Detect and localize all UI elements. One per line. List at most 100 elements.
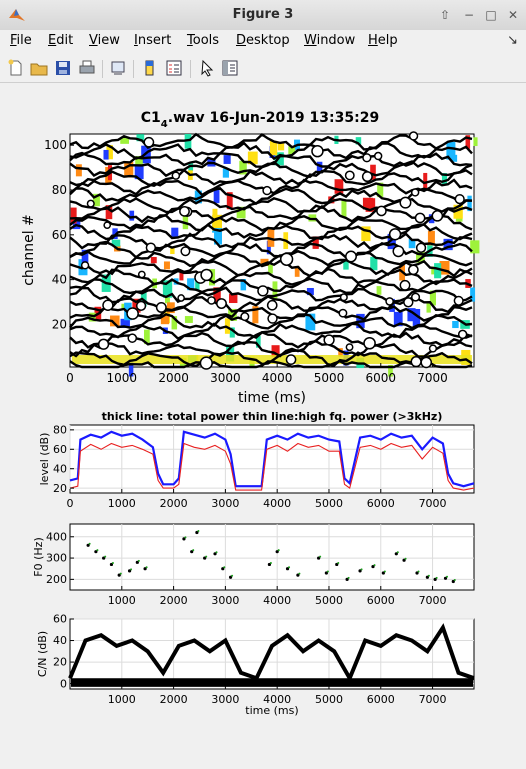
f0-point-green <box>119 572 122 575</box>
menu-insert[interactable]: Insert <box>134 33 172 48</box>
heatmap-cell <box>423 172 428 190</box>
menu-window[interactable]: Window <box>304 33 356 48</box>
menu-file[interactable]: File <box>10 33 32 48</box>
figure-title: C14.wav 16-Jun-2019 13:35:29 <box>141 110 379 130</box>
menu-desktop[interactable]: Desktop <box>236 33 290 48</box>
heatmap-contour-blob <box>410 188 420 197</box>
save-icon[interactable] <box>53 58 73 78</box>
heatmap-contour-blob <box>338 308 348 318</box>
menu-view[interactable]: View <box>89 33 120 48</box>
cn-line <box>68 623 475 683</box>
heatmap-contour-blob <box>415 242 427 253</box>
heatmap-contour-blob <box>373 151 383 161</box>
heatmap-contour-blob <box>155 302 167 313</box>
restore-icon[interactable]: − <box>463 8 475 22</box>
f0-point-green <box>111 561 114 564</box>
heatmap-cell <box>338 348 343 357</box>
undock-icon[interactable]: ↘ <box>507 33 518 48</box>
menu-tools[interactable]: Tools <box>187 33 220 48</box>
heatmap-contour-blob <box>97 338 110 350</box>
f0-point-green <box>326 570 329 573</box>
property-inspector-icon[interactable] <box>220 58 240 78</box>
heatmap-cell <box>431 266 436 275</box>
cn-x-label: time (ms) <box>245 704 298 717</box>
cn-y-ticks: 0 20 40 60 <box>53 613 74 690</box>
print-icon[interactable] <box>77 58 97 78</box>
heatmap-cell <box>470 240 480 254</box>
heatmap-contour-blob <box>135 300 147 311</box>
heatmap-contour-line <box>69 168 473 187</box>
heatmap-contour-line <box>69 204 473 224</box>
heatmap-cell <box>427 230 435 246</box>
level-y-tick-label: 40 <box>53 462 67 475</box>
heatmap-contour-line <box>69 340 473 358</box>
heatmap-cell <box>163 261 170 270</box>
heatmap-contour-blob <box>240 312 250 322</box>
heatmap-cell <box>160 315 170 325</box>
level-y-label: level (dB) <box>38 433 51 486</box>
close-icon[interactable]: ✕ <box>507 8 519 22</box>
heatmap-contour-line <box>69 267 473 286</box>
heatmap-contour-line <box>69 232 473 250</box>
up-icon[interactable]: ⇧ <box>439 8 451 22</box>
new-figure-icon[interactable] <box>6 58 26 78</box>
heatmap-cell <box>355 137 362 145</box>
heatmap-contour-blob <box>361 171 373 183</box>
heatmap-x-tick-label: 1000 <box>107 371 138 385</box>
menu-help[interactable]: Help <box>368 33 398 48</box>
cn-y-tick-label: 40 <box>53 634 67 647</box>
f0-point-green <box>347 576 350 579</box>
open-file-icon[interactable] <box>29 58 49 78</box>
heatmap-cell <box>222 168 229 178</box>
edit-plot-icon[interactable] <box>197 58 217 78</box>
level-y-tick-label: 60 <box>53 443 67 456</box>
heatmap-cell <box>387 233 396 250</box>
heatmap-cell <box>452 321 459 329</box>
legend-icon[interactable] <box>164 58 184 78</box>
f0-point-green <box>417 570 420 573</box>
f0-point-green <box>319 555 322 558</box>
maximize-icon[interactable]: □ <box>485 8 497 22</box>
f0-point-green <box>396 551 399 554</box>
level-x-tick-label: 3000 <box>211 497 239 510</box>
heatmap-cell <box>135 156 143 167</box>
f0-point-green <box>192 549 195 552</box>
f0-point-green <box>277 549 280 552</box>
f0-y-ticks: 200 300 400 <box>46 530 74 586</box>
heatmap-contour-line <box>69 312 473 330</box>
colorbar-icon[interactable] <box>140 58 160 78</box>
heatmap-x-tick-label: 5000 <box>314 371 345 385</box>
heatmap-cell <box>266 240 271 255</box>
heatmap-cell <box>212 214 222 231</box>
heatmap-cell <box>187 278 195 291</box>
heatmap-contour-blob <box>431 210 444 222</box>
heatmap-cell <box>416 251 425 263</box>
heatmap-contour-blob <box>80 261 90 270</box>
f0-x-tick-label: 1000 <box>108 594 136 607</box>
menu-bar: File Edit View Insert Tools Desktop Wind… <box>0 30 526 52</box>
heatmap-cell <box>184 316 193 323</box>
level-x-tick-label: 1000 <box>108 497 136 510</box>
heatmap-cell <box>162 280 173 298</box>
heatmap-cell <box>136 134 145 142</box>
level-series <box>69 430 475 491</box>
heatmap-cell <box>179 271 184 281</box>
heatmap-cell <box>312 236 319 249</box>
heatmap-x-tick-label: 6000 <box>365 371 396 385</box>
cn-x-tick-label: 2000 <box>160 693 188 706</box>
f0-point-green <box>96 549 99 552</box>
heatmap-contour-blob <box>376 205 387 217</box>
link-plot-icon[interactable] <box>108 58 128 78</box>
heatmap-cell <box>341 199 347 218</box>
level-y-ticks: 20 40 60 80 <box>53 424 74 495</box>
heatmap-contour-blob <box>180 246 191 257</box>
level-x-tick-label: 4000 <box>263 497 291 510</box>
f0-x-tick-label: 4000 <box>263 594 291 607</box>
f0-point-green <box>435 576 438 579</box>
heatmap-y-ticks: 20 40 60 80 100 <box>44 138 74 331</box>
heatmap-cell <box>343 260 349 270</box>
menu-edit[interactable]: Edit <box>48 33 74 48</box>
f0-point-green <box>205 555 208 558</box>
f0-y-label: F0 (Hz) <box>32 537 45 576</box>
heatmap-contour-blob <box>126 307 139 320</box>
